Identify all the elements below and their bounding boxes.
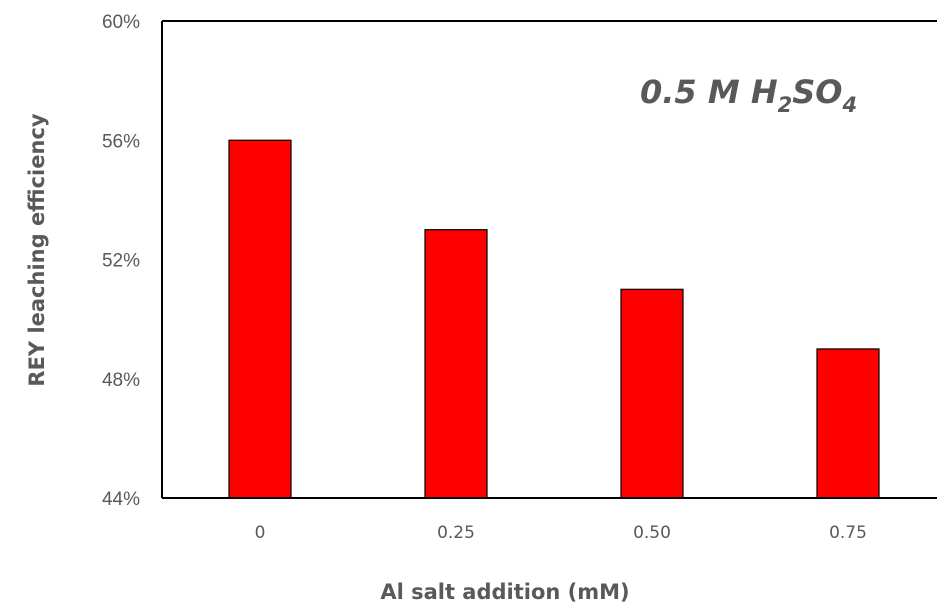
y-axis-ticks: 44% 48% 52% 56% 60% xyxy=(102,12,140,510)
y-tick-label: 60% xyxy=(102,12,140,33)
x-tick-label: 0.75 xyxy=(829,523,867,543)
bars xyxy=(228,139,880,499)
y-tick-label: 56% xyxy=(102,131,140,152)
x-tick-label: 0.50 xyxy=(633,523,671,543)
acid-concentration-annotation: 0.5 M H2SO4 xyxy=(640,73,857,117)
y-tick-label: 52% xyxy=(102,251,140,272)
plot-frame xyxy=(161,20,937,499)
bar xyxy=(816,348,880,499)
x-tick-label: 0.25 xyxy=(437,523,475,543)
y-tick-label: 48% xyxy=(102,370,140,391)
bar xyxy=(424,229,488,499)
y-axis-title: REY leaching efficiency xyxy=(25,113,49,386)
x-axis-title: Al salt addition (mM) xyxy=(380,580,629,604)
x-axis-ticks: 0 0.25 0.50 0.75 xyxy=(255,523,867,543)
y-tick-label: 44% xyxy=(102,489,140,510)
bar xyxy=(620,288,684,499)
x-tick-label: 0 xyxy=(255,523,266,543)
bar xyxy=(228,139,292,499)
